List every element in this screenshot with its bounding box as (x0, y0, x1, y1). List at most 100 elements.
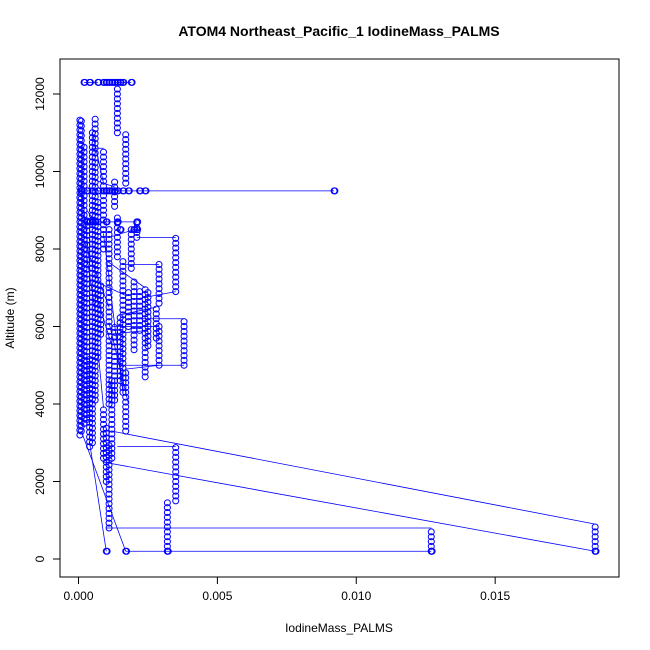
data-point (94, 252, 102, 260)
data-point (155, 270, 163, 278)
data-point (100, 197, 107, 205)
data-point (105, 471, 113, 479)
data-point (108, 454, 116, 462)
data-point (130, 283, 138, 291)
data-point (427, 533, 435, 541)
data-point (144, 342, 152, 350)
data-point (155, 352, 163, 360)
x-tick-label: 0.005 (202, 589, 232, 603)
data-point (105, 313, 113, 321)
data-point (130, 336, 138, 344)
data-point (100, 416, 107, 423)
data-point (77, 117, 85, 125)
data-point (105, 245, 113, 253)
data-point (111, 198, 119, 206)
data-point (122, 379, 130, 387)
data-point (592, 547, 600, 555)
data-point (144, 308, 152, 316)
data-point (105, 318, 113, 326)
data-point (100, 158, 107, 166)
data-point (100, 172, 107, 180)
data-point (105, 293, 113, 301)
data-point (144, 332, 152, 340)
data-point (142, 187, 150, 195)
data-point (105, 466, 113, 474)
data-point (97, 301, 105, 309)
data-point (122, 413, 130, 421)
series-segment (103, 461, 596, 552)
data-point (88, 439, 96, 447)
data-point (91, 391, 99, 399)
data-point (105, 235, 113, 243)
data-point (591, 542, 599, 550)
data-point (591, 528, 599, 536)
data-point (155, 280, 163, 288)
data-point (113, 214, 121, 222)
data-point (155, 323, 163, 330)
data-point (122, 145, 130, 153)
data-point (91, 159, 99, 167)
data-point (122, 427, 130, 435)
data-point (88, 424, 96, 432)
data-point (100, 406, 107, 414)
data-point (105, 255, 113, 263)
data-point (111, 382, 119, 390)
data-point (108, 445, 116, 453)
y-axis: 0 2000 4000 6000 8000 10000 12000 (33, 77, 61, 562)
data-point (155, 285, 163, 293)
data-point (105, 476, 113, 484)
data-point (105, 230, 113, 238)
data-point (119, 267, 127, 275)
data-point (97, 316, 105, 324)
data-point (172, 473, 180, 481)
data-point (105, 298, 113, 306)
data-point (89, 218, 97, 226)
data-point (113, 238, 121, 246)
data-point (172, 458, 180, 466)
data-point (113, 233, 121, 241)
data-point (172, 244, 180, 252)
data-point (97, 321, 105, 329)
data-point (77, 127, 85, 135)
data-point (88, 405, 96, 413)
data-point (97, 296, 105, 304)
data-point (108, 425, 116, 433)
data-point (180, 361, 188, 369)
data-point (77, 122, 85, 130)
data-point (91, 144, 99, 152)
data-point (130, 346, 138, 354)
data-point (119, 272, 127, 280)
data-point (80, 168, 88, 175)
data-point (119, 335, 127, 343)
data-point (119, 258, 127, 266)
data-point (108, 440, 116, 448)
data-point (91, 396, 99, 404)
data-point (119, 262, 127, 270)
data-point (91, 178, 99, 186)
data-point (122, 374, 130, 382)
data-point (428, 547, 436, 555)
data-point (77, 427, 85, 435)
data-point (80, 211, 88, 219)
data-point (94, 344, 102, 352)
data-point (113, 119, 121, 127)
data-point (152, 305, 160, 313)
data-point (172, 249, 180, 257)
data-point (427, 538, 435, 546)
data-point (131, 226, 139, 234)
data-point (155, 361, 163, 369)
data-point (80, 158, 88, 166)
data-point (113, 124, 121, 132)
data-point (111, 187, 119, 195)
data-point (172, 444, 180, 452)
data-point (91, 130, 99, 138)
data-point (125, 187, 133, 195)
data-point (80, 187, 88, 195)
data-point (113, 109, 121, 117)
data-point (172, 234, 180, 242)
y-axis-label: Altitude (m) (3, 287, 17, 348)
data-point (103, 218, 111, 226)
data-point (122, 165, 130, 173)
data-point (100, 168, 107, 175)
data-point (122, 393, 130, 401)
